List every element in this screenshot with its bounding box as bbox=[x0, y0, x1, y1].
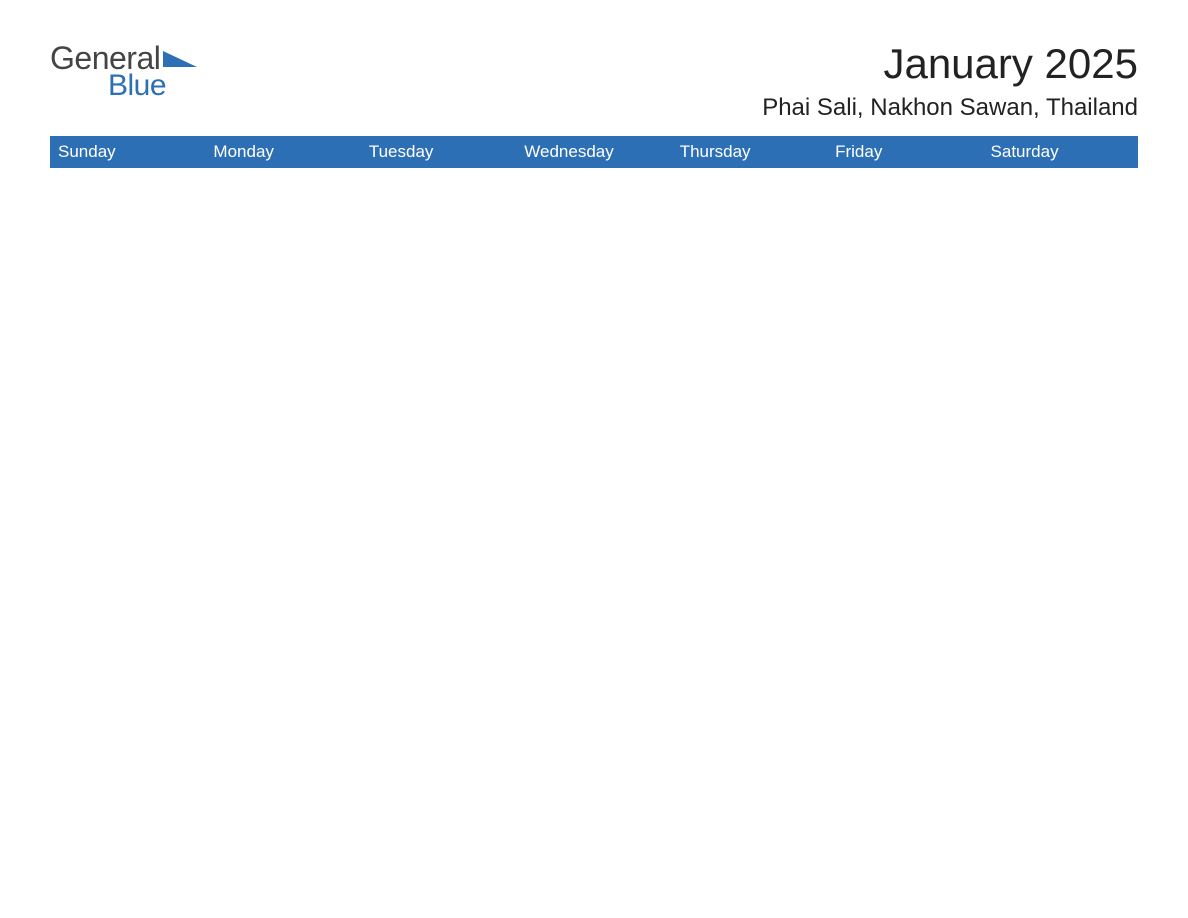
header: General Blue January 2025 Phai Sali, Nak… bbox=[50, 40, 1138, 122]
day-header: Friday bbox=[827, 136, 982, 168]
day-header: Thursday bbox=[672, 136, 827, 168]
calendar-head: SundayMondayTuesdayWednesdayThursdayFrid… bbox=[50, 136, 1138, 168]
day-header: Saturday bbox=[983, 136, 1138, 168]
title-block: January 2025 Phai Sali, Nakhon Sawan, Th… bbox=[762, 40, 1138, 122]
day-header: Wednesday bbox=[516, 136, 671, 168]
day-header: Monday bbox=[205, 136, 360, 168]
day-header: Tuesday bbox=[361, 136, 516, 168]
location: Phai Sali, Nakhon Sawan, Thailand bbox=[762, 94, 1138, 122]
logo-triangle-icon bbox=[163, 49, 197, 74]
logo-text-blue: Blue bbox=[108, 69, 166, 103]
month-title: January 2025 bbox=[762, 40, 1138, 88]
calendar-table: SundayMondayTuesdayWednesdayThursdayFrid… bbox=[50, 136, 1138, 168]
logo: General Blue bbox=[50, 40, 197, 103]
day-header: Sunday bbox=[50, 136, 205, 168]
